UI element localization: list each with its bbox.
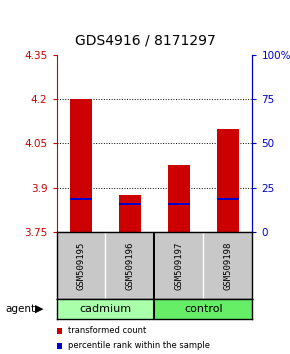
Text: GSM509197: GSM509197: [174, 241, 183, 290]
Text: GDS4916 / 8171297: GDS4916 / 8171297: [75, 34, 215, 48]
Bar: [119, 195, 141, 232]
Text: percentile rank within the sample: percentile rank within the sample: [68, 342, 210, 350]
Bar: [70, 99, 92, 232]
Bar: [57, 299, 155, 319]
Text: cadmium: cadmium: [79, 304, 132, 314]
Text: ▶: ▶: [35, 304, 44, 314]
Text: GSM509196: GSM509196: [126, 241, 135, 290]
Bar: [217, 198, 239, 200]
Bar: [155, 299, 252, 319]
Text: GSM509195: GSM509195: [77, 241, 86, 290]
Text: control: control: [184, 304, 223, 314]
Bar: [168, 165, 190, 232]
Bar: [168, 203, 190, 205]
Text: transformed count: transformed count: [68, 326, 146, 335]
Bar: [70, 198, 92, 200]
Bar: [217, 129, 239, 232]
Text: GSM509198: GSM509198: [223, 241, 232, 290]
Text: agent: agent: [6, 304, 36, 314]
Bar: [119, 203, 141, 205]
